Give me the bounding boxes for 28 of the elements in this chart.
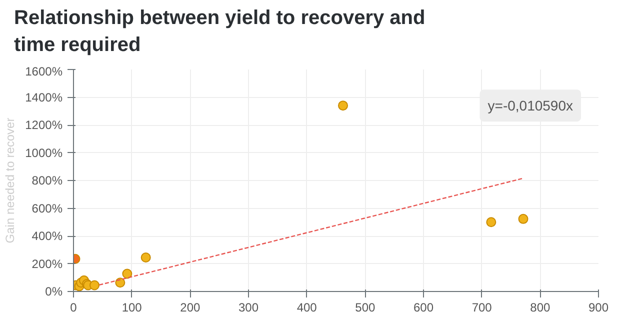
y-tick-label: 600% xyxy=(32,201,63,216)
x-tick-label: 600 xyxy=(413,300,434,314)
y-tick-label: 1600% xyxy=(25,64,63,78)
annotation: y=-0,010590x xyxy=(488,98,574,114)
point xyxy=(90,280,100,290)
x-tick-label: 200 xyxy=(180,300,201,314)
y-tick-label: 800% xyxy=(32,174,63,188)
x-tick-label: 300 xyxy=(238,300,259,314)
point xyxy=(338,100,348,111)
y-tick-label: 1000% xyxy=(25,146,63,160)
x-tick-label: 500 xyxy=(355,300,376,314)
chart-title: Relationship between yield to recovery and time required xyxy=(14,6,426,58)
point xyxy=(140,252,151,262)
x-tick-label: 100 xyxy=(122,300,142,314)
x-tick-label: 0 xyxy=(70,300,78,314)
y-tick-label: 1400% xyxy=(25,90,63,104)
point xyxy=(518,214,528,224)
x-tick-label: 700 xyxy=(472,300,492,314)
x-tick-label: 800 xyxy=(530,300,551,314)
x-tick-label: 900 xyxy=(588,300,609,314)
y-tick-label: 1200% xyxy=(25,118,63,132)
y-tick-label: 400% xyxy=(32,229,63,243)
point xyxy=(486,217,496,228)
x-tick-label: 400 xyxy=(296,300,318,314)
y-tick-label: 200% xyxy=(32,256,63,271)
y-tick-label: 0% xyxy=(45,284,63,298)
point xyxy=(122,268,132,279)
point xyxy=(115,278,126,288)
